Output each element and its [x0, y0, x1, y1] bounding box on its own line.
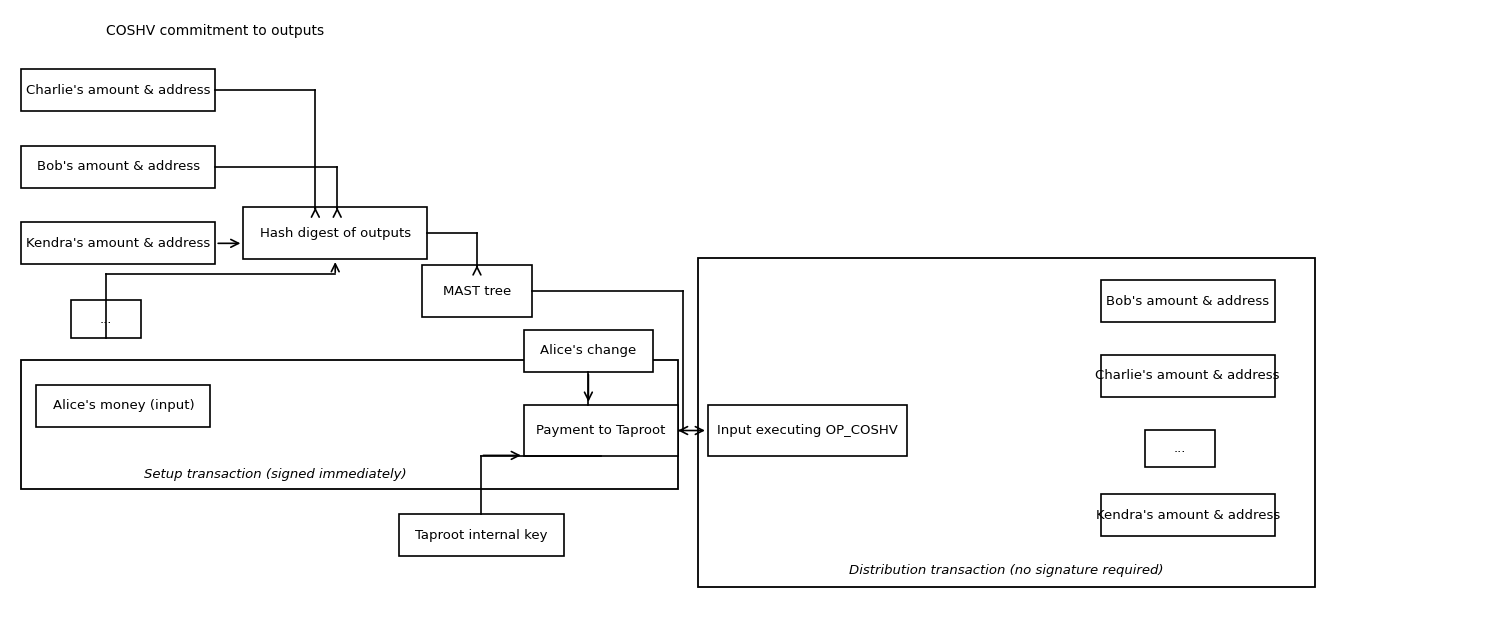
Text: Input executing OP_COSHV: Input executing OP_COSHV: [717, 424, 898, 437]
Text: Hash digest of outputs: Hash digest of outputs: [259, 227, 410, 240]
Bar: [1100, 355, 1275, 397]
Text: Taproot internal key: Taproot internal key: [415, 528, 548, 542]
Bar: [36, 385, 211, 427]
Bar: [1100, 280, 1275, 322]
Text: Charlie's amount & address: Charlie's amount & address: [25, 84, 211, 96]
Bar: [1145, 429, 1216, 467]
Bar: [524, 404, 678, 456]
Bar: [400, 514, 563, 556]
Bar: [21, 146, 216, 188]
Text: COSHV commitment to outputs: COSHV commitment to outputs: [106, 24, 323, 38]
Text: Bob's amount & address: Bob's amount & address: [37, 160, 201, 173]
Text: Kendra's amount & address: Kendra's amount & address: [27, 237, 211, 250]
Text: Bob's amount & address: Bob's amount & address: [1106, 295, 1269, 307]
Bar: [524, 330, 653, 372]
Text: ...: ...: [100, 312, 112, 325]
Bar: [21, 360, 678, 489]
Bar: [243, 208, 427, 259]
Text: MAST tree: MAST tree: [443, 284, 510, 298]
Bar: [21, 69, 216, 111]
Bar: [72, 300, 141, 338]
Text: Distribution transaction (no signature required): Distribution transaction (no signature r…: [849, 564, 1163, 578]
Text: Payment to Taproot: Payment to Taproot: [536, 424, 666, 437]
Bar: [708, 404, 907, 456]
Bar: [1100, 494, 1275, 536]
Text: ...: ...: [1174, 442, 1187, 455]
Bar: [21, 222, 216, 265]
Text: Alice's money (input): Alice's money (input): [52, 399, 195, 412]
Bar: [422, 265, 531, 317]
Text: Setup transaction (signed immediately): Setup transaction (signed immediately): [144, 468, 406, 481]
Text: Alice's change: Alice's change: [540, 344, 636, 357]
Bar: [698, 258, 1314, 587]
Text: Kendra's amount & address: Kendra's amount & address: [1096, 509, 1280, 521]
Text: Charlie's amount & address: Charlie's amount & address: [1096, 369, 1280, 382]
